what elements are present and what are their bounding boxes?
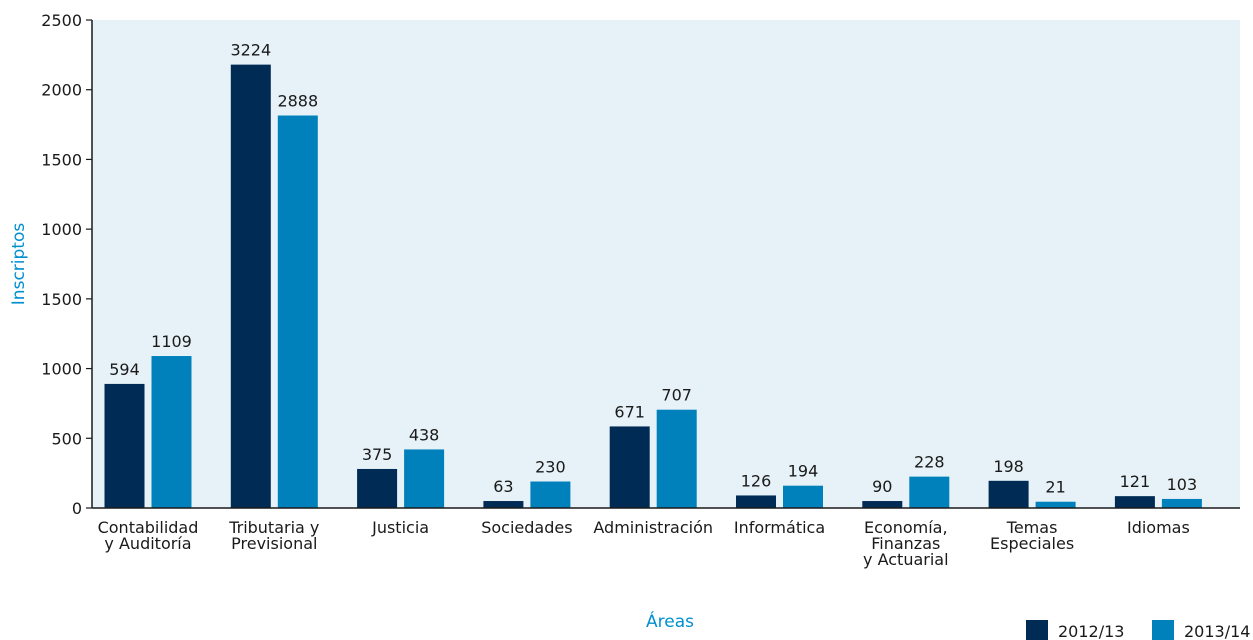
category-label: Economía, Finanzas y Actuarial xyxy=(863,518,949,569)
bar-2013/14-1 xyxy=(277,115,318,508)
category-label: Sociedades xyxy=(481,518,572,537)
category-labels: Contabilidad y Auditoría Tributaria y Previ… xyxy=(98,518,1190,569)
bar-2013/14-2 xyxy=(404,449,445,508)
category-label: Tributaria y Previsional xyxy=(228,518,319,553)
y-tick-label: 2000 xyxy=(41,81,82,100)
value-label: 21 xyxy=(1045,478,1065,497)
value-label: 90 xyxy=(872,477,892,496)
category-label: Idiomas xyxy=(1127,518,1190,537)
category-label-line: Temas xyxy=(1006,518,1058,537)
bar-2013/14-8 xyxy=(1161,498,1202,508)
value-label: 103 xyxy=(1167,475,1198,494)
y-tick-label: 1500 xyxy=(41,290,82,309)
bar-2013/14-3 xyxy=(530,481,571,508)
bar-2012/13-8 xyxy=(1114,496,1155,508)
category-label-line: Idiomas xyxy=(1127,518,1190,537)
bar-2012/13-0 xyxy=(104,383,145,508)
bar-2012/13-5 xyxy=(736,495,776,508)
bar-2012/13-2 xyxy=(357,468,398,508)
bar-2013/14-5 xyxy=(783,485,823,508)
value-label: 228 xyxy=(914,453,945,472)
y-tick-label: 1000 xyxy=(41,360,82,379)
value-label: 126 xyxy=(741,471,772,490)
category-label-line: Sociedades xyxy=(481,518,572,537)
category-label-line: Previsional xyxy=(231,534,317,553)
y-tick-label: 1500 xyxy=(41,150,82,169)
value-label: 198 xyxy=(993,457,1024,476)
value-label: 194 xyxy=(788,462,819,481)
legend-label: 2012/13 xyxy=(1058,622,1124,640)
category-label: Administración xyxy=(593,518,713,537)
value-labels: 594 1109 3224 2888 375 438 63 230 671 707 126 194 90… xyxy=(109,41,1197,497)
y-axis-ticks: 050010001500100015002000250030003500 xyxy=(41,11,92,518)
bar-2012/13-6 xyxy=(862,501,903,508)
category-label-line: y Actuarial xyxy=(863,550,949,569)
x-axis-title: Áreas xyxy=(646,610,694,632)
y-tick-label: 500 xyxy=(51,429,82,448)
category-label-line: Economía, xyxy=(864,518,948,537)
value-label: 3224 xyxy=(230,41,271,60)
bar-2013/14-0 xyxy=(151,356,192,508)
value-label: 438 xyxy=(409,425,440,444)
value-label: 63 xyxy=(493,477,513,496)
legend-swatch xyxy=(1026,620,1048,640)
value-label: 1109 xyxy=(151,332,192,351)
category-label-line: y Auditoría xyxy=(104,534,191,553)
value-label: 671 xyxy=(614,402,645,421)
value-label: 121 xyxy=(1120,472,1151,491)
category-label-line: Contabilidad xyxy=(98,518,199,537)
bar-2012/13-1 xyxy=(230,64,271,509)
category-label-line: Finanzas xyxy=(871,534,940,553)
category-label-line: Justicia xyxy=(371,518,429,537)
category-label: Contabilidad y Auditoría xyxy=(98,518,199,553)
category-label: Justicia xyxy=(371,518,429,537)
bar-2012/13-3 xyxy=(483,501,524,508)
value-label: 375 xyxy=(362,445,393,464)
bars xyxy=(104,64,1202,509)
y-axis-title: Inscriptos xyxy=(9,223,29,306)
legend-label: 2013/14 xyxy=(1184,622,1250,640)
value-label: 594 xyxy=(109,360,140,379)
category-label-line: Especiales xyxy=(990,534,1074,553)
y-tick-label: 1000 xyxy=(41,220,82,239)
legend: 2012/13 2013/14 xyxy=(1026,620,1250,640)
value-label: 707 xyxy=(661,386,692,405)
legend-swatch xyxy=(1152,620,1174,640)
value-label: 2888 xyxy=(277,92,318,111)
category-label-line: Informática xyxy=(734,518,825,537)
value-label: 230 xyxy=(535,458,566,477)
y-tick-label: 2500 xyxy=(41,11,82,30)
bar-2013/14-7 xyxy=(1035,501,1076,508)
category-label: Temas Especiales xyxy=(990,518,1074,553)
category-label-line: Administración xyxy=(593,518,713,537)
category-label: Informática xyxy=(734,518,825,537)
bar-2012/13-7 xyxy=(988,480,1029,508)
bar-2013/14-6 xyxy=(909,476,950,508)
bar-2012/13-4 xyxy=(609,426,650,508)
y-tick-label: 0 xyxy=(72,499,82,518)
bar-2013/14-4 xyxy=(656,409,697,508)
category-label-line: Tributaria y xyxy=(228,518,319,537)
